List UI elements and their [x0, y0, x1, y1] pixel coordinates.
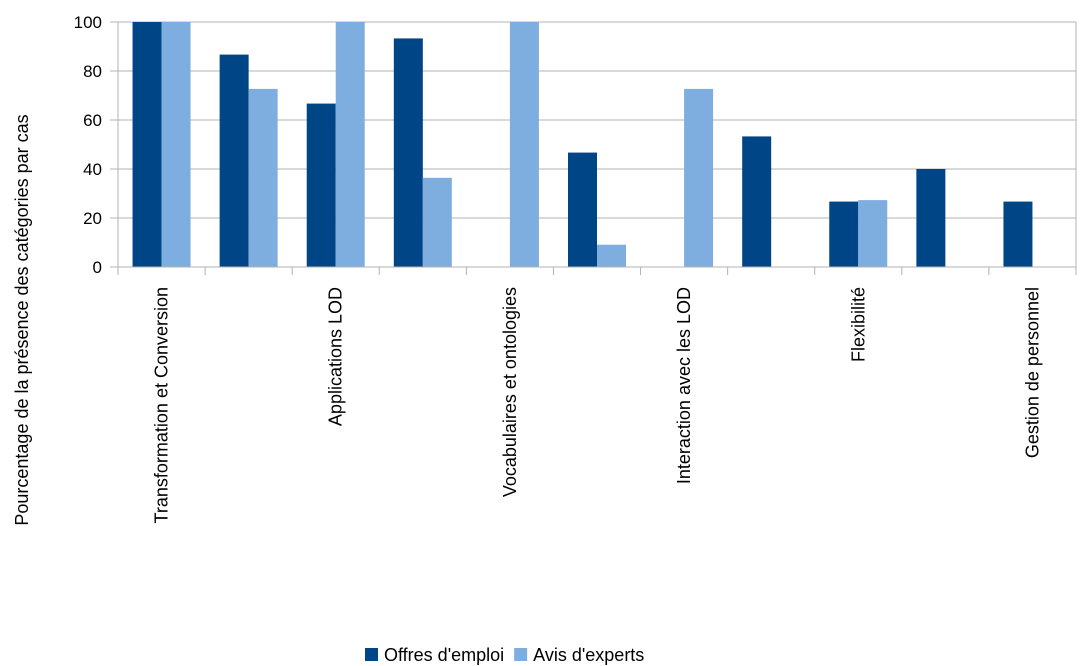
- x-category-label: Applications LOD: [326, 287, 346, 426]
- x-category-label: Gestion de personnel: [1022, 287, 1042, 458]
- y-tick-labels: 0 20 40 60 80 100: [74, 13, 102, 277]
- bar-offres-10: [1003, 201, 1033, 267]
- y-tick-label: 80: [83, 62, 102, 81]
- bar-avis-4: [509, 22, 539, 267]
- y-tick-label: 100: [74, 13, 102, 32]
- bar-offres-7: [742, 136, 772, 267]
- bar-avis-2: [335, 22, 365, 267]
- x-category-label: Interaction avec les LOD: [674, 287, 694, 484]
- bar-avis-6: [684, 88, 714, 267]
- bar-avis-1: [248, 88, 278, 267]
- bar-offres-5: [568, 152, 597, 267]
- bar-avis-5: [597, 244, 626, 267]
- bar-offres-1: [219, 54, 249, 268]
- bar-offres-9: [916, 169, 946, 267]
- legend: Offres d'emploi Avis d'experts: [365, 645, 644, 665]
- y-tick-label: 20: [83, 209, 102, 228]
- bar-avis-8: [858, 200, 888, 267]
- y-tick-label: 60: [83, 111, 102, 130]
- y-tick-label: 40: [83, 160, 102, 179]
- bars: [132, 22, 1033, 268]
- legend-label: Offres d'emploi: [384, 645, 504, 665]
- y-tick-label: 0: [93, 258, 102, 277]
- bar-offres-2: [306, 103, 336, 267]
- bar-offres-8: [829, 201, 859, 267]
- legend-swatch: [365, 648, 378, 661]
- axes: [110, 21, 1077, 275]
- grid-lines: [118, 21, 1077, 267]
- bar-avis-3: [422, 177, 452, 267]
- x-category-labels: Transformation et Conversion Applications…: [152, 287, 1043, 523]
- bar-offres-0: [132, 22, 162, 267]
- x-category-label: Flexibilité: [848, 287, 868, 362]
- bar-avis-0: [161, 22, 191, 267]
- y-axis-label: Pourcentage de la présence des catégorie…: [12, 114, 32, 525]
- legend-label: Avis d'experts: [533, 645, 644, 665]
- bar-offres-3: [393, 38, 423, 267]
- x-category-label: Vocabulaires et ontologies: [500, 287, 520, 497]
- legend-swatch: [514, 648, 528, 661]
- x-category-label: Transformation et Conversion: [152, 287, 172, 523]
